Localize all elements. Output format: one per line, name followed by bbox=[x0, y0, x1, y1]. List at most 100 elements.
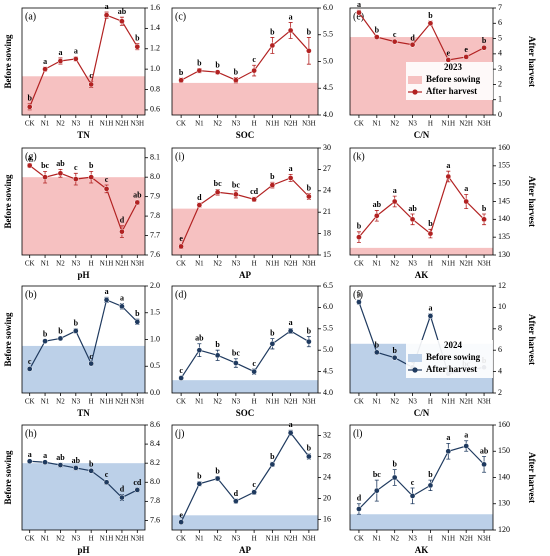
x-tick-label: N3 bbox=[232, 535, 241, 543]
after-harvest-point bbox=[373, 212, 380, 219]
significance-letter: c bbox=[179, 366, 183, 375]
y-tick-label: 4.0 bbox=[323, 388, 333, 397]
after-harvest-point bbox=[134, 318, 141, 325]
significance-letter: a bbox=[289, 420, 293, 429]
x-tick-label: N2 bbox=[56, 120, 65, 128]
after-harvest-point bbox=[103, 186, 110, 192]
x-tick-label: N1 bbox=[41, 260, 50, 268]
x-tick-label: CK bbox=[25, 398, 35, 406]
significance-letter: ab bbox=[195, 334, 204, 343]
significance-letter: b bbox=[307, 326, 312, 335]
after-harvest-point bbox=[119, 303, 125, 310]
after-harvest-point bbox=[287, 328, 294, 334]
x-tick-label: H bbox=[89, 535, 94, 543]
after-harvest-point bbox=[427, 482, 434, 489]
x-tick-label: H bbox=[252, 535, 257, 543]
significance-letter: b bbox=[89, 460, 94, 469]
y-tick-label: 150 bbox=[498, 178, 510, 187]
after-harvest-point bbox=[88, 174, 95, 181]
x-tick-label: N3H bbox=[131, 260, 145, 268]
after-harvest-point bbox=[251, 368, 257, 375]
x-axis-title: C/N bbox=[414, 408, 430, 418]
x-tick-label: N2 bbox=[213, 120, 222, 128]
after-harvest-point bbox=[42, 338, 48, 344]
significance-letter: ab bbox=[133, 190, 142, 199]
after-harvest-point bbox=[119, 228, 125, 235]
x-tick-label: H bbox=[252, 260, 257, 268]
panel-label: (e) bbox=[353, 11, 364, 22]
after-harvest-point bbox=[214, 475, 221, 482]
y-tick-label: 5.0 bbox=[323, 56, 333, 65]
x-tick-label: N1H bbox=[442, 120, 456, 128]
after-harvest-point bbox=[103, 297, 110, 303]
y-tick-label: 32 bbox=[323, 430, 331, 439]
plot-frame bbox=[21, 424, 146, 531]
significance-letter: a bbox=[120, 293, 124, 302]
panel-label: (a) bbox=[25, 11, 36, 22]
after-harvest-point bbox=[463, 198, 470, 205]
y-tick-label: 20 bbox=[323, 493, 331, 502]
after-harvest-point bbox=[214, 352, 221, 359]
after-harvest-line bbox=[180, 330, 310, 379]
significance-letter: a bbox=[357, 0, 361, 9]
after-harvest-point bbox=[214, 69, 221, 76]
after-harvest-point bbox=[134, 487, 141, 493]
x-tick-label: CK bbox=[25, 535, 35, 543]
after-harvest-point bbox=[481, 461, 487, 468]
x-tick-label: N3 bbox=[232, 120, 241, 128]
after-harvest-point bbox=[409, 41, 416, 48]
after-harvest-point bbox=[119, 18, 125, 25]
y-tick-label: 24 bbox=[323, 186, 331, 195]
y-tick-label: 7.8 bbox=[150, 211, 160, 220]
significance-letter: a bbox=[289, 12, 293, 21]
after-harvest-point bbox=[196, 347, 203, 354]
after-harvest-point bbox=[427, 230, 434, 237]
x-tick-label: N1 bbox=[373, 535, 382, 543]
y-tick-label: 4.0 bbox=[323, 110, 333, 119]
x-axis-title: TN bbox=[77, 130, 90, 140]
x-tick-label: H bbox=[428, 260, 433, 268]
significance-letter: b bbox=[482, 204, 487, 213]
x-tick-label: N3 bbox=[408, 535, 417, 543]
legend-label: After harvest bbox=[426, 86, 477, 96]
plot-frame bbox=[349, 285, 494, 394]
x-tick-label: N2 bbox=[56, 535, 65, 543]
after-harvest-line bbox=[358, 445, 485, 510]
y-tick-label: 28 bbox=[323, 451, 331, 460]
significance-letter: b bbox=[27, 94, 32, 103]
after-harvest-point bbox=[233, 360, 239, 366]
legend-label: Before sowing bbox=[426, 74, 481, 84]
x-axis-title: C/N bbox=[414, 130, 430, 140]
legend-swatch bbox=[408, 354, 422, 362]
x-tick-label: N2 bbox=[213, 535, 222, 543]
y-axis-title: Before sowing bbox=[3, 312, 13, 367]
legend-swatch bbox=[408, 76, 422, 84]
y-tick-label: 18 bbox=[323, 228, 331, 237]
x-tick-label: CK bbox=[354, 120, 364, 128]
significance-letter: d bbox=[234, 489, 239, 498]
significance-letter: b bbox=[270, 328, 275, 337]
y-tick-label: 1.0 bbox=[150, 64, 160, 73]
panel-label: (f) bbox=[353, 289, 363, 300]
y-tick-label: 10 bbox=[498, 302, 506, 311]
significance-letter: a bbox=[28, 450, 32, 459]
panel-label: (c) bbox=[175, 11, 186, 22]
after-harvest-point bbox=[356, 234, 362, 241]
after-harvest-point bbox=[463, 54, 470, 60]
x-tick-label: N1H bbox=[442, 398, 456, 406]
significance-letter: b bbox=[392, 459, 397, 468]
x-tick-label: N3H bbox=[302, 260, 316, 268]
x-tick-label: N2 bbox=[390, 260, 399, 268]
after-harvest-point bbox=[196, 202, 203, 208]
significance-letter: c bbox=[393, 30, 397, 39]
significance-letter: c bbox=[28, 357, 32, 366]
x-tick-label: N3H bbox=[302, 398, 316, 406]
before-sowing-area bbox=[22, 76, 145, 115]
significance-letter: c bbox=[105, 175, 109, 184]
after-harvest-point bbox=[373, 349, 380, 356]
significance-letter: b bbox=[307, 27, 312, 36]
y-tick-label: 8.1 bbox=[150, 153, 160, 162]
x-tick-label: N2H bbox=[459, 120, 473, 128]
after-harvest-point bbox=[373, 487, 380, 494]
x-tick-label: CK bbox=[354, 398, 364, 406]
